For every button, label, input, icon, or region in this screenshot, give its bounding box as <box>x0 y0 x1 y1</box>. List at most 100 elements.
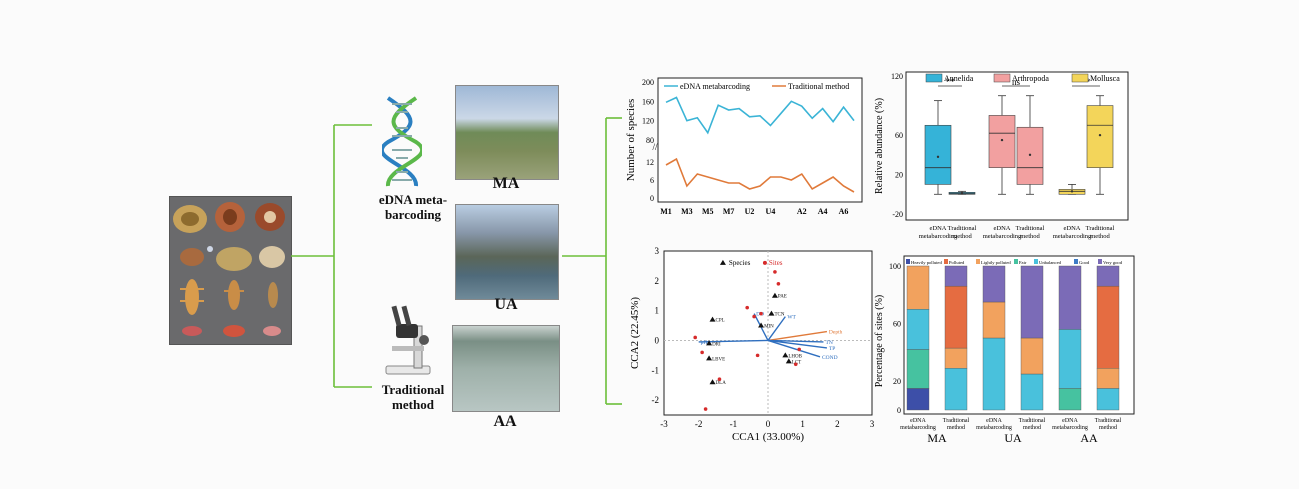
x-tick-label: Traditional <box>948 225 977 232</box>
species-number-line-chart: //80 120 160 200 0 6 12 Number of species M1 M3 M5… <box>625 77 863 216</box>
legend-label: Polluted <box>949 260 965 265</box>
clam-shell-icon <box>216 247 252 271</box>
y-tick-label: 60 <box>893 320 901 329</box>
x-tick-label: A6 <box>839 207 849 216</box>
vector-label: TN <box>825 340 832 346</box>
legend-swatch <box>976 259 980 264</box>
x-tick-label: method <box>1090 233 1110 240</box>
x-tick-label: -2 <box>695 419 703 429</box>
stacked-bar-segment <box>1020 337 1044 375</box>
specimen-photo-grid <box>169 196 292 345</box>
site-photo-ua <box>455 204 559 300</box>
stacked-bar-segment <box>906 388 930 411</box>
species-label: LBVE <box>712 357 725 362</box>
x-tick-label: eDNA <box>1064 225 1081 232</box>
legend-label-sites: Sites <box>769 259 783 267</box>
stacked-bar-segment <box>1096 285 1120 369</box>
x-tick-label: Traditional <box>1019 418 1046 424</box>
legend-label-annelida: Annelida <box>944 74 974 83</box>
box-mean-point <box>1028 153 1032 157</box>
x-tick-label: 1 <box>800 419 805 429</box>
environmental-vector-arrow <box>698 339 769 343</box>
y-tick-label: 160 <box>642 97 654 106</box>
stacked-bar-segment <box>982 265 1006 303</box>
x-tick-label: method <box>947 425 965 431</box>
x-tick-label: eDNA <box>930 225 947 232</box>
species-point <box>782 352 789 358</box>
legend-swatch <box>1098 259 1102 264</box>
plot-frame <box>903 255 1135 415</box>
vector-label: WT <box>787 315 796 321</box>
site-point <box>693 335 697 340</box>
environmental-vector-arrow <box>767 330 828 342</box>
species-label: TCN <box>774 313 784 318</box>
x-tick-label: eDNA <box>994 225 1011 232</box>
x-tick-label: eDNA <box>986 418 1002 424</box>
x-tick-label: 3 <box>870 419 875 429</box>
legend-label-edna: eDNA metabarcoding <box>680 82 750 91</box>
worm-icon <box>263 326 281 336</box>
x-tick-label: metabarcoding <box>1053 233 1092 240</box>
x-tick-label: M7 <box>723 207 735 216</box>
x-tick-label: eDNA <box>1062 418 1078 424</box>
x-tick-label: metabarcoding <box>919 233 958 240</box>
legend-label: Fair <box>1019 260 1027 265</box>
y-tick-label: 80 <box>646 136 654 145</box>
y-axis-label: Number of species <box>625 99 637 181</box>
legend-label-species: Species <box>729 259 751 267</box>
site-point <box>755 353 760 358</box>
environmental-vector-arrow <box>767 339 821 358</box>
legend-swatch-species <box>719 259 726 265</box>
y-tick-label: -1 <box>652 365 660 375</box>
series-line-traditional <box>665 157 855 193</box>
legend-label: Very good <box>1103 260 1123 265</box>
stacked-bar-segment <box>982 337 1006 411</box>
x-tick-label: Traditional <box>1016 225 1045 232</box>
y-tick-label: 12 <box>646 158 654 167</box>
traditional-method-label: Traditional method <box>381 382 445 412</box>
legend-label: Heavily polluted <box>911 260 942 265</box>
species-point <box>709 316 716 322</box>
species-label: DLA <box>716 381 727 386</box>
legend-swatch <box>1014 259 1018 264</box>
legend-label: Unbalanced <box>1039 260 1062 265</box>
vector-label: TP <box>829 346 835 352</box>
box-annelida <box>924 124 952 185</box>
significance-label: ** <box>946 77 956 87</box>
x-tick-label: A4 <box>818 207 828 216</box>
x-tick-label: 2 <box>835 419 840 429</box>
site-photo-ma <box>455 85 559 180</box>
y-tick-label: 0 <box>655 335 660 345</box>
worm-icon <box>182 326 202 336</box>
environmental-vector-arrow <box>767 339 824 343</box>
legend-swatch-sites <box>762 260 767 265</box>
x-tick-label: U2 <box>745 207 755 216</box>
snail-shell-icon <box>180 248 204 266</box>
snail-shell-icon <box>259 246 285 268</box>
x-tick-label: Traditional <box>1086 225 1115 232</box>
legend-label-traditional: Traditional method <box>788 82 849 91</box>
series-line-edna <box>665 96 855 135</box>
group-label: AA <box>1080 431 1098 445</box>
x-tick-label: method <box>1023 425 1041 431</box>
box-mollusca <box>1086 105 1114 168</box>
x-axis-label: CCA1 (33.00%) <box>732 431 804 443</box>
species-point <box>771 292 778 298</box>
site-photo-aa <box>452 325 560 412</box>
y-tick-label: 100 <box>889 262 901 271</box>
stacked-bar-segment <box>1058 329 1082 389</box>
box-mean-point <box>960 192 964 195</box>
environmental-vector-arrow <box>767 316 786 341</box>
x-tick-label: method <box>1020 233 1040 240</box>
species-point <box>709 379 716 385</box>
microscope-icon <box>380 302 436 378</box>
box-arthropoda <box>988 115 1016 168</box>
x-tick-label: method <box>952 233 972 240</box>
environmental-vector-arrow <box>767 339 828 349</box>
species-point <box>785 358 792 364</box>
site-point <box>717 377 722 382</box>
box-mean-point <box>1098 133 1102 137</box>
